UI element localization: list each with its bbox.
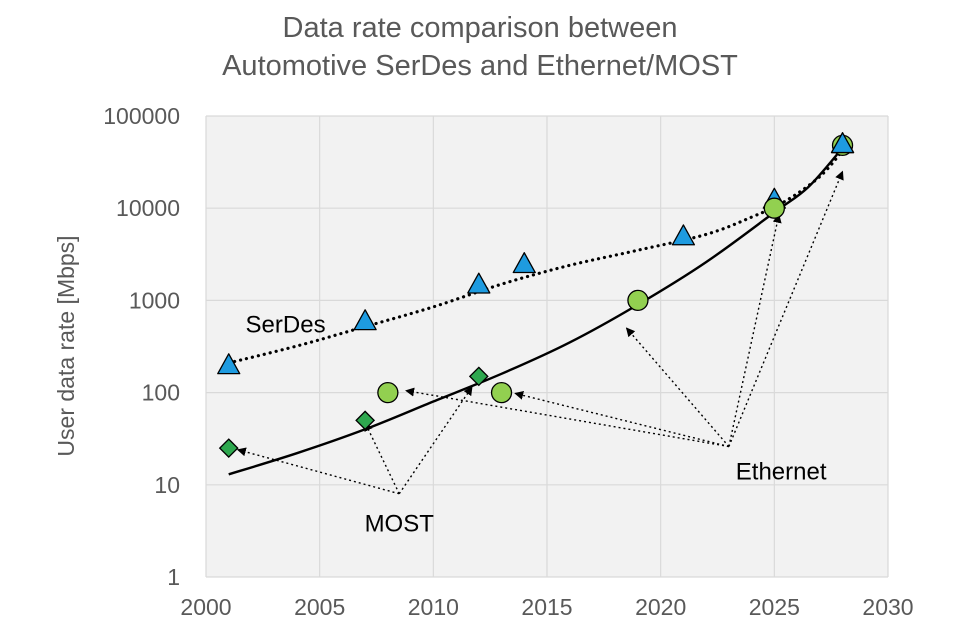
x-tick-label: 2020 [635,594,686,620]
y-axis-label: User data rate [Mbps] [53,235,79,456]
ethernet-point [763,197,785,219]
most-annotation-arrow [364,421,400,495]
x-tick-label: 2015 [521,594,572,620]
serdes-point [671,224,696,246]
ethernet-annotation-label: Ethernet [736,458,827,485]
ethernet-point [490,381,513,404]
y-tick-label: 10 [154,472,180,498]
most-point [355,410,376,431]
most-point [218,438,239,459]
y-tick-label: 100 [142,380,180,406]
chart-title-line-1: Data rate comparison between [282,12,678,44]
x-tick-label: 2030 [862,594,913,620]
serdes-point-top [830,132,855,154]
y-tick-label: 1000 [129,287,180,313]
x-tick-label: 2005 [294,594,345,620]
serdes-point [512,252,536,274]
serdes-point [217,353,241,375]
most-annotation-arrow [398,386,473,495]
ethernet-annotation-arrow [625,327,730,447]
y-tick-label: 100000 [103,103,180,129]
y-tick-label: 10000 [116,195,180,221]
ethernet-point [377,381,399,404]
x-tick-label: 2025 [749,594,800,620]
y-tick-label: 1 [167,564,180,590]
chart-title-line-2: Automotive SerDes and Ethernet/MOST [222,50,738,82]
ethernet-point [627,289,649,312]
serdes-point [467,272,491,294]
serdes-point [353,309,377,331]
ethernet-annotation-arrow [514,390,730,448]
x-tick-label: 2000 [180,594,231,620]
x-tick-label: 2010 [408,594,459,620]
most-point [468,366,489,387]
most-annotation-label: MOST [365,511,435,538]
serdes-annotation-label: SerDes [246,311,326,338]
